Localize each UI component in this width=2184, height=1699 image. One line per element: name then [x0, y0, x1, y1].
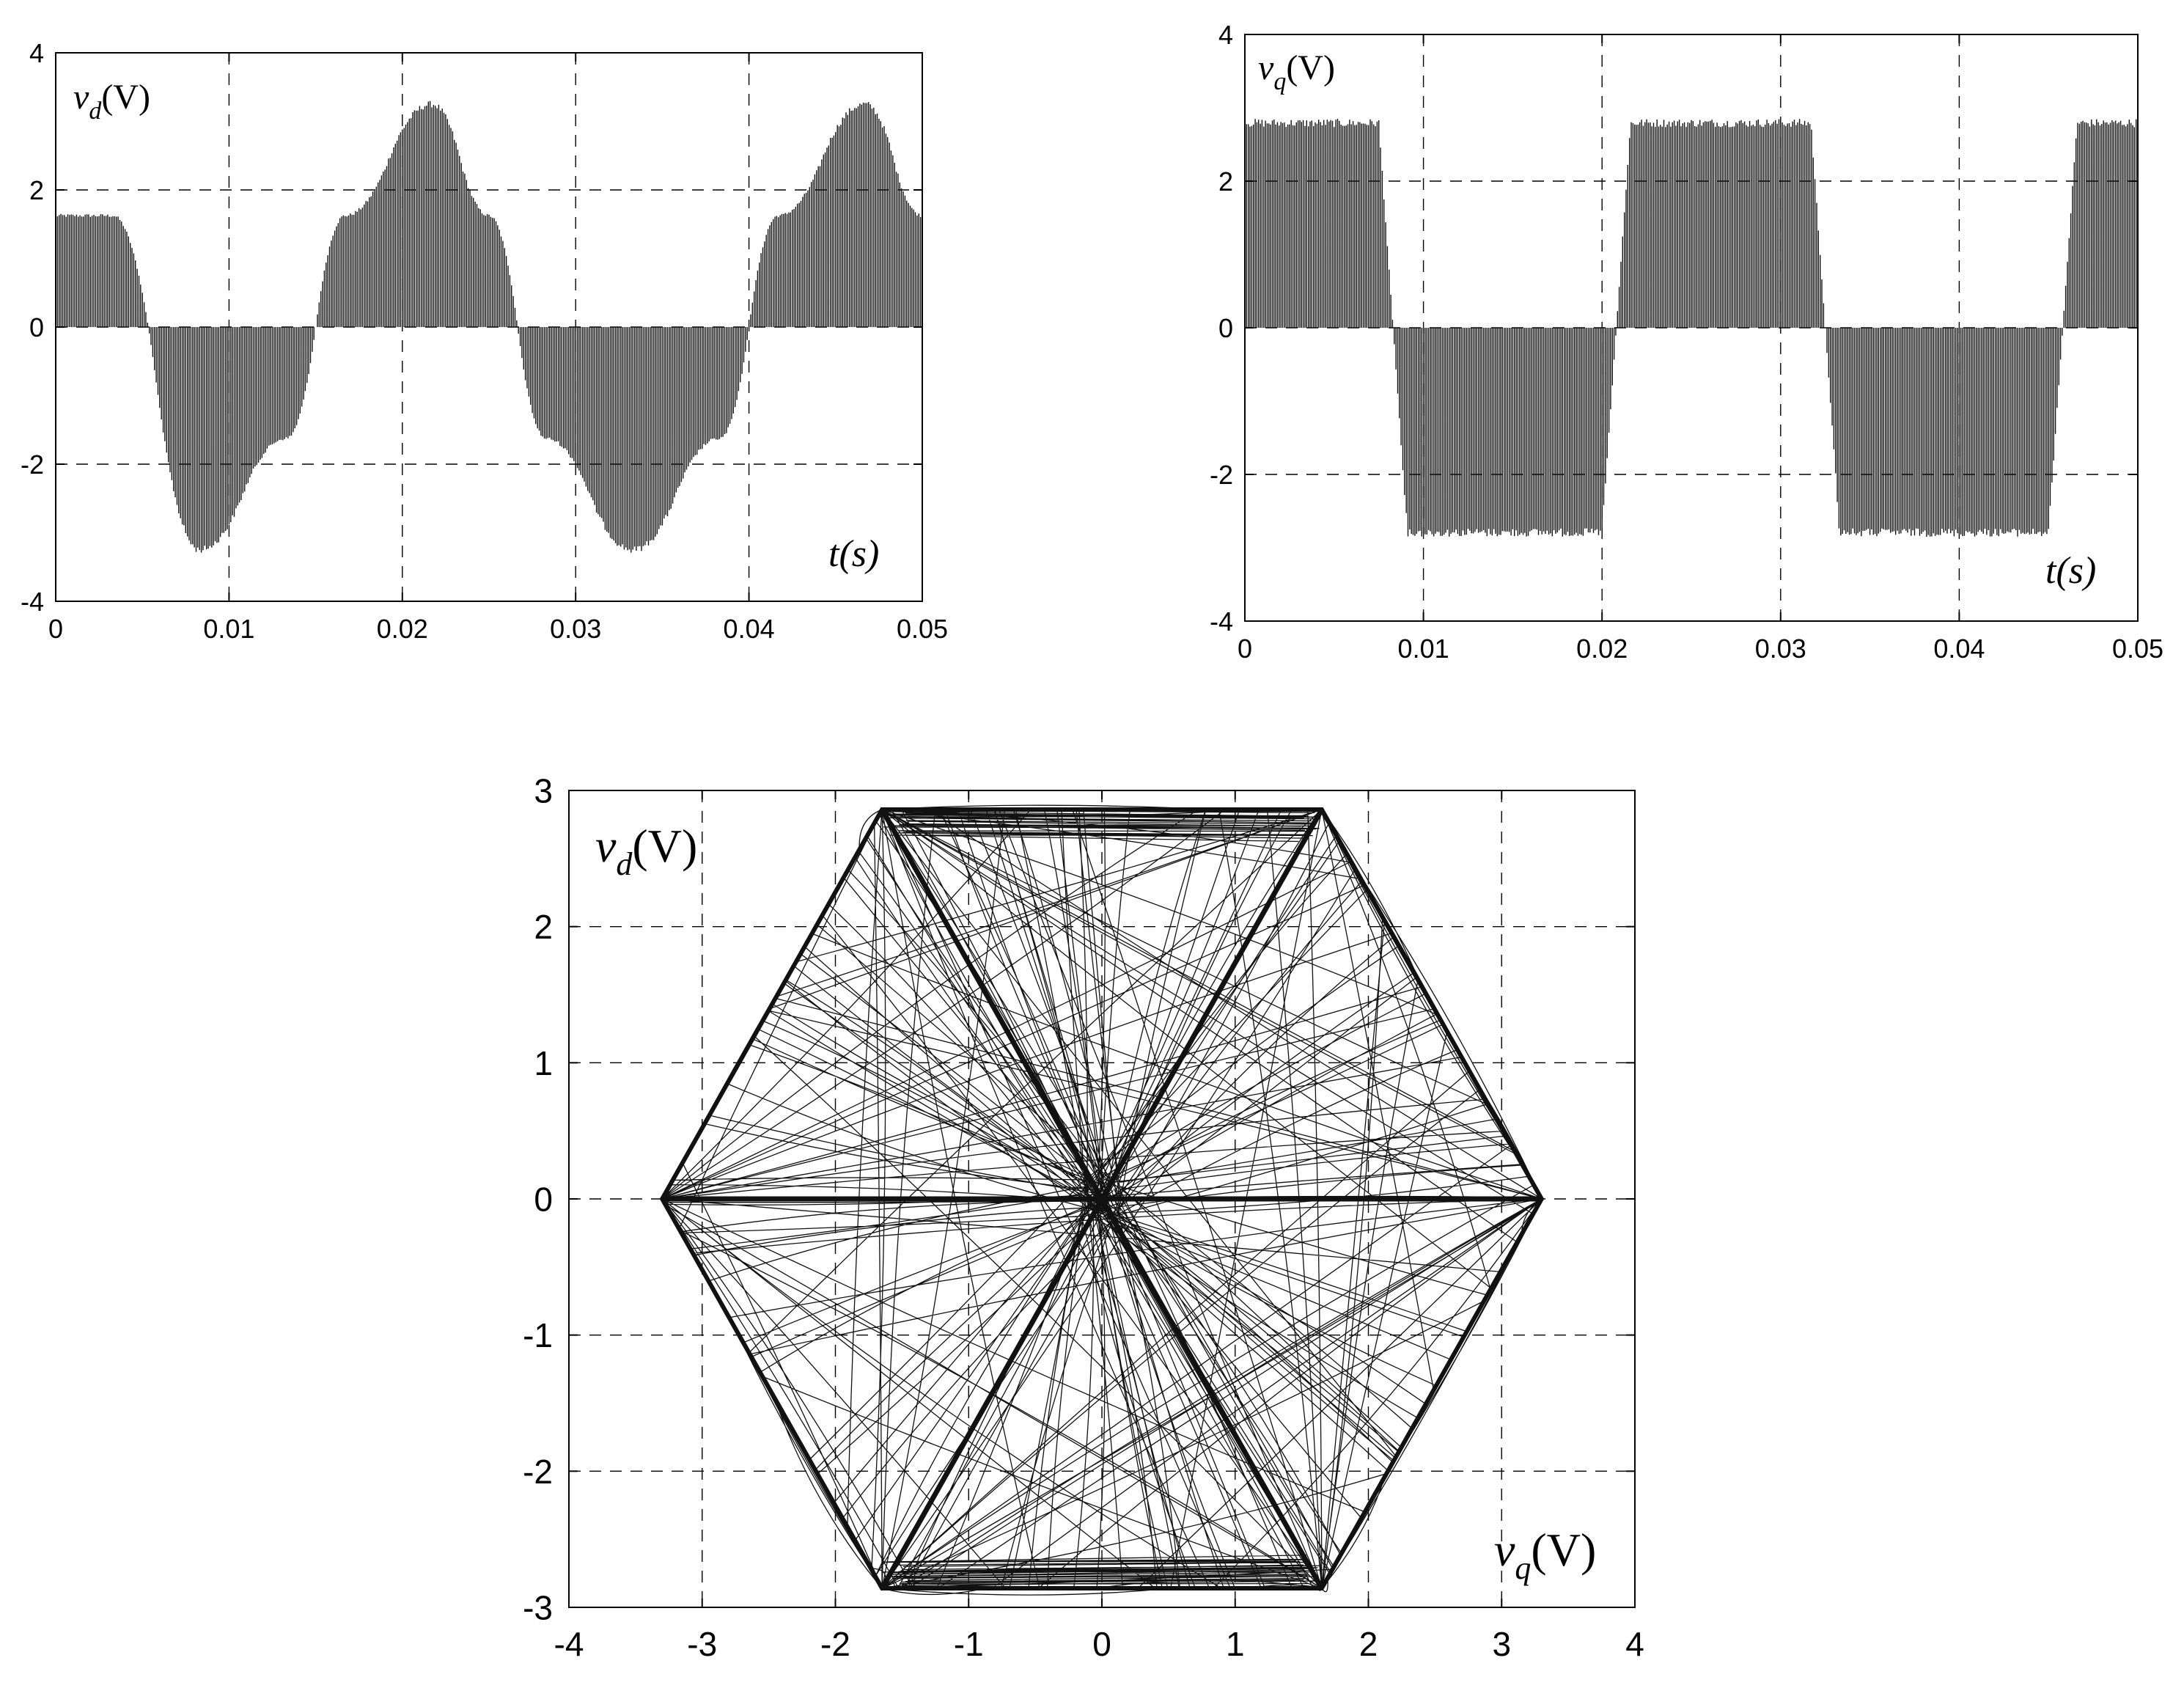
x-tick-label: 0.01	[203, 614, 254, 644]
y-tick-label: -4	[21, 587, 44, 617]
y-tick-label: 2	[534, 908, 553, 946]
x-tick-label: 0.03	[1755, 634, 1806, 664]
x-tick-label: 0	[48, 614, 63, 644]
locus-xlabel-annotation: vq(V)	[1494, 1524, 1596, 1586]
x-tick-label: 0.01	[1398, 634, 1449, 664]
locus-trajectories	[661, 804, 1543, 1596]
vq-ylabel-annotation: vq(V)	[1258, 48, 1335, 95]
y-tick-label: 4	[1218, 20, 1233, 50]
vd-time-chart: 0 0.01 0.02 0.03 0.04 0.05 4 2 0 -2 -4 vd(V) t(s)	[21, 38, 948, 644]
y-tick-label: 0	[29, 312, 44, 342]
x-tick-label: -2	[820, 1625, 850, 1663]
y-tick-label: -1	[523, 1316, 553, 1354]
x-tick-label: 0.03	[550, 614, 601, 644]
y-tick-label: 0	[1218, 313, 1233, 343]
y-tick-label: 3	[534, 772, 553, 810]
y-tick-label: 1	[534, 1044, 553, 1082]
x-tick-label: -1	[954, 1625, 984, 1663]
vq-time-chart: 0 0.01 0.02 0.03 0.04 0.05 4 2 0 -2 -4 vq(V) t(s)	[1210, 20, 2163, 664]
x-tick-label: 0.02	[377, 614, 428, 644]
x-tick-label: 1	[1226, 1625, 1245, 1663]
x-tick-label: 0.05	[2112, 634, 2163, 664]
x-tick-label: 0	[1092, 1625, 1111, 1663]
vq-ticks: 0 0.01 0.02 0.03 0.04 0.05 4 2 0 -2 -4	[1210, 20, 2163, 664]
vq-xlabel-annotation: t(s)	[2045, 550, 2096, 592]
vd-ylabel-annotation: vd(V)	[73, 78, 150, 125]
spoke-line	[1099, 808, 1324, 1200]
locus-ylabel-annotation: vd(V)	[595, 820, 697, 882]
x-tick-label: 0.04	[1933, 634, 1985, 664]
y-tick-label: -2	[21, 449, 44, 480]
x-tick-label: 3	[1492, 1625, 1511, 1663]
y-tick-label: -2	[523, 1453, 553, 1491]
x-tick-label: 2	[1359, 1625, 1378, 1663]
x-tick-label: 0	[1238, 634, 1252, 664]
x-tick-label: 0.05	[897, 614, 948, 644]
x-tick-label: 0.02	[1576, 634, 1628, 664]
y-tick-label: -4	[1210, 606, 1233, 636]
y-tick-label: 2	[29, 175, 44, 205]
y-tick-label: 2	[1218, 166, 1233, 197]
y-tick-label: -2	[1210, 460, 1233, 490]
locus-trace	[659, 804, 1545, 1596]
x-tick-label: 0.04	[724, 614, 775, 644]
x-tick-label: -3	[687, 1625, 717, 1663]
x-tick-label: 4	[1625, 1625, 1644, 1663]
y-tick-label: -3	[523, 1589, 553, 1627]
vd-xlabel-annotation: t(s)	[828, 533, 879, 575]
y-tick-label: 4	[29, 38, 44, 68]
x-tick-label: -4	[554, 1625, 584, 1663]
y-tick-label: 0	[534, 1181, 553, 1219]
vd-ticks: 0 0.01 0.02 0.03 0.04 0.05 4 2 0 -2 -4	[21, 38, 948, 644]
